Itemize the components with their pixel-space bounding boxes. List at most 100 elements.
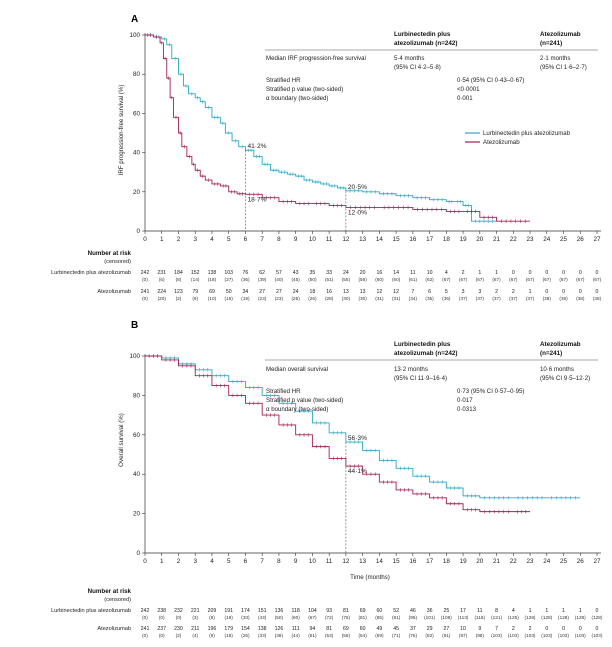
panel-a-risk-censored: (14) <box>191 277 200 282</box>
panel-b-risk-censored: (72) <box>325 615 334 620</box>
panel-b-risk-censored: (101) <box>424 615 435 620</box>
panel-a-risk-n: 231 <box>157 270 166 276</box>
panel-b-risk-censored: (103) <box>541 633 552 638</box>
panel-a-risk-n: 24 <box>343 270 349 276</box>
panel-b-stat-row1-v1b: (95% CI 11·9–16·4) <box>394 375 447 382</box>
panel-a-risk-censored: (67) <box>543 277 552 282</box>
panel-b-risk-censored: (0) <box>159 633 165 638</box>
panel-a-risk-n: 0 <box>579 270 582 276</box>
panel-a-risk-censored: (9) <box>192 296 198 301</box>
panel-b-risk-n: 138 <box>258 626 267 632</box>
panel-a-xtick-label: 9 <box>294 236 298 243</box>
panel-a-risk-censored: (26) <box>308 296 317 301</box>
panel-b-xtick-label: 19 <box>460 558 468 565</box>
panel-b-risk-n: 241 <box>141 626 150 632</box>
panel-b-stat-col2-head-1: Atezolizumab <box>540 341 581 348</box>
panel-a-risk-censored: (35) <box>425 296 434 301</box>
panel-b-risk-censored: (128) <box>592 615 603 620</box>
panel-a-risk-censored: (30) <box>342 296 351 301</box>
panel-a-xtick-label: 10 <box>309 236 317 243</box>
panel-a-risk-n: 0 <box>562 289 565 295</box>
panel-a-xtick-label: 13 <box>359 236 367 243</box>
panel-b-xtick-label: 18 <box>443 558 451 565</box>
panel-a-risk-n: 3 <box>462 289 465 295</box>
panel-a-risk-censored: (19) <box>241 296 250 301</box>
panel-a-risk-censored: (0) <box>142 277 148 282</box>
panel-a-xtick-label: 12 <box>342 236 350 243</box>
panel-b-ytick-label: 80 <box>133 392 141 399</box>
panel-b-xtick-label: 6 <box>244 558 248 565</box>
panel-a-risk-n: 16 <box>376 270 382 276</box>
panel-a-risk-censored: (37) <box>476 296 485 301</box>
panel-a-stat-col1-head-1: Lurbinectedin plus <box>394 31 451 38</box>
panel-b-risk-censored: (26) <box>241 633 250 638</box>
panel-b-risk-censored: (128) <box>541 615 552 620</box>
panel-a-stats-table: Lurbinectedin plus atezolizumab (n=242) … <box>265 31 598 102</box>
panel-b-risk-censored: (9) <box>209 633 215 638</box>
panel-b-stat-row4-label: α boundary (two-sided) <box>266 406 328 413</box>
panel-a-risk-censored: (61) <box>409 277 418 282</box>
panel-b-xtick-label: 4 <box>210 558 214 565</box>
panel-a-risk-n: 0 <box>579 289 582 295</box>
panel-b-xlabel: Time (months) <box>350 574 390 581</box>
panel-a-risk-censored: (28) <box>325 296 334 301</box>
panel-a-risk-censored: (37) <box>492 296 501 301</box>
panel-a-risk-n: 4 <box>445 270 448 276</box>
panel-a-risk-n: 79 <box>192 289 198 295</box>
panel-a-xtick-label: 0 <box>143 236 147 243</box>
panel-a-stat-row4-label: α boundary (two-sided) <box>266 95 328 102</box>
panel-b-risk-censored: (51) <box>308 633 317 638</box>
panel-b-risk-n: 111 <box>292 626 300 632</box>
panel-a-risk-n: 69 <box>209 289 215 295</box>
panel-b-risk-n: 49 <box>376 626 382 632</box>
panel-b-risk-n: 179 <box>224 626 233 632</box>
panel-b-xtick-label: 16 <box>409 558 417 565</box>
panel-b-risk-n: 25 <box>443 608 449 614</box>
panel-b-risk-censored: (60) <box>291 615 300 620</box>
panel-b-series-lurbinectedin-atezolizumab <box>145 355 581 499</box>
panel-a-risk-censored: (39) <box>258 277 267 282</box>
panel-b-stat-row2-label: Stratified HR <box>266 388 301 395</box>
panel-a-risk-n: 2 <box>462 270 465 276</box>
panel-b-risk-censored: (103) <box>508 633 519 638</box>
panel-a-risk-n: 1 <box>495 270 498 276</box>
panel-b-ytick-label: 100 <box>129 353 140 360</box>
panel-a-risk-n: 12 <box>393 289 399 295</box>
panel-a-xtick-label: 21 <box>493 236 501 243</box>
panel-b-risk-censored: (85) <box>375 615 384 620</box>
panel-a-risk-n: 6 <box>428 289 431 295</box>
panel-a-risk-n: 123 <box>174 289 183 295</box>
panel-a-risk-censored: (67) <box>576 277 585 282</box>
panel-b-risk-censored: (103) <box>491 633 502 638</box>
panel-b-xtick-label: 13 <box>359 558 367 565</box>
panel-a-risk-n: 2 <box>512 289 515 295</box>
panel-b-risk-n: 104 <box>308 608 317 614</box>
panel-b-risk-n: 1 <box>529 608 532 614</box>
panel-a-risk-censored: (55) <box>342 277 351 282</box>
panel-b-risk-n: 81 <box>343 608 349 614</box>
panel-b-xtick-label: 5 <box>227 558 231 565</box>
panel-a-stat-row1-v2: 2·1 months <box>540 55 570 62</box>
panel-a-xtick-label: 22 <box>510 236 518 243</box>
panel-b-stat-row2-val: 0·73 (95% CI 0·57–0·95) <box>457 388 524 395</box>
panel-b-ytick-label: 0 <box>136 550 140 557</box>
panel-a-xtick-label: 20 <box>476 236 484 243</box>
panel-b-risk-n: 242 <box>141 608 150 614</box>
panel-a-stat-row4-val: 0·001 <box>457 95 473 102</box>
panel-b-risk-n: 10 <box>460 626 466 632</box>
panel-b-risk-censored: (103) <box>525 633 536 638</box>
panel-b-risk-censored: (95) <box>409 615 418 620</box>
panel-a-series-lurbinectedin-atezolizumab <box>145 34 497 222</box>
panel-b-risk-n: 221 <box>191 608 200 614</box>
panel-b-annotation: 56·3% <box>348 435 367 442</box>
panel-b-label: B <box>131 320 138 331</box>
panel-b-xtick-label: 12 <box>342 558 350 565</box>
panel-b-risk-censored: (38) <box>275 633 284 638</box>
panel-a-risk-censored: (6) <box>159 277 165 282</box>
panel-b-risk-n: 60 <box>360 626 366 632</box>
panel-b-xtick-label: 3 <box>193 558 197 565</box>
panel-b-risk-censored: (58) <box>342 633 351 638</box>
panel-a-label: A <box>131 14 138 25</box>
panel-b-xtick-label: 21 <box>493 558 501 565</box>
panel-a-risk-n: 0 <box>512 270 515 276</box>
